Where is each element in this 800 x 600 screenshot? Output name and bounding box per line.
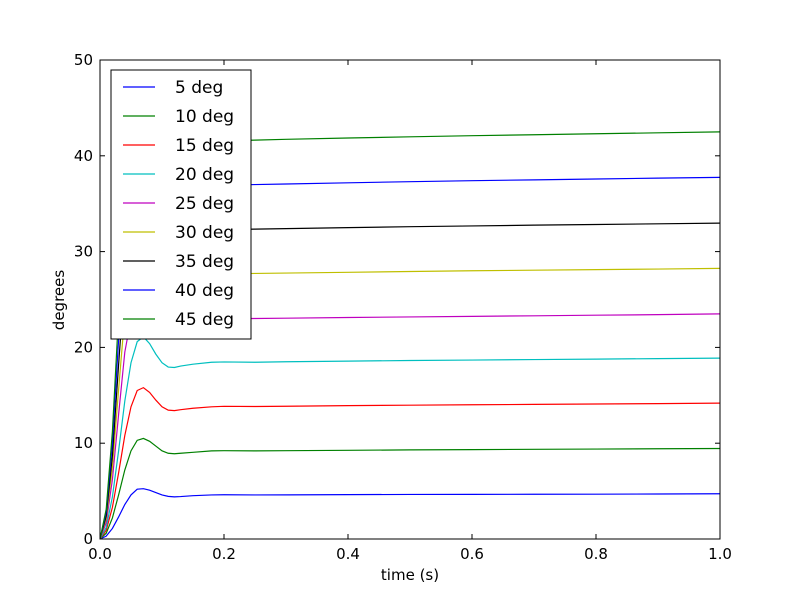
series-line-4 (100, 336, 720, 539)
x-tick-label: 0.4 (336, 545, 360, 563)
y-tick-label: 30 (74, 243, 93, 261)
plot-frame (99, 59, 721, 540)
legend-label: 25 deg (175, 194, 234, 214)
x-axis-label: time (s) (381, 566, 439, 584)
x-tick-label: 0.6 (460, 545, 484, 563)
x-tick-label: 0.0 (88, 545, 112, 563)
y-tick-label: 20 (74, 338, 93, 356)
legend-label: 20 deg (175, 165, 234, 185)
y-tick-label: 50 (74, 51, 93, 69)
x-tick-label: 0.2 (212, 545, 236, 563)
legend-label: 5 deg (175, 78, 223, 98)
legend-label: 15 deg (175, 136, 234, 156)
y-tick-label: 40 (74, 147, 93, 165)
legend-label: 10 deg (175, 107, 234, 127)
series-line-2 (100, 437, 720, 539)
legend-label: 30 deg (175, 223, 234, 243)
legend-label: 35 deg (175, 252, 234, 272)
series-line-1 (100, 488, 720, 539)
legend-label: 40 deg (175, 281, 234, 301)
legend: 5 deg 10 deg 15 deg 20 deg 25 deg 30 deg 35 de… (110, 69, 252, 340)
y-axis-label: degrees (50, 270, 68, 331)
y-tick-label: 10 (74, 434, 93, 452)
legend-label: 45 deg (175, 310, 234, 330)
series-line-3 (100, 386, 720, 539)
ticks-layer: 0.0 0.2 0.4 0.6 0.8 1.0 0 10 20 30 40 50 (74, 51, 732, 563)
x-tick-label: 0.8 (584, 545, 608, 563)
legend-box (110, 69, 252, 340)
y-tick-label: 0 (83, 530, 93, 548)
x-tick-label: 1.0 (708, 545, 732, 563)
